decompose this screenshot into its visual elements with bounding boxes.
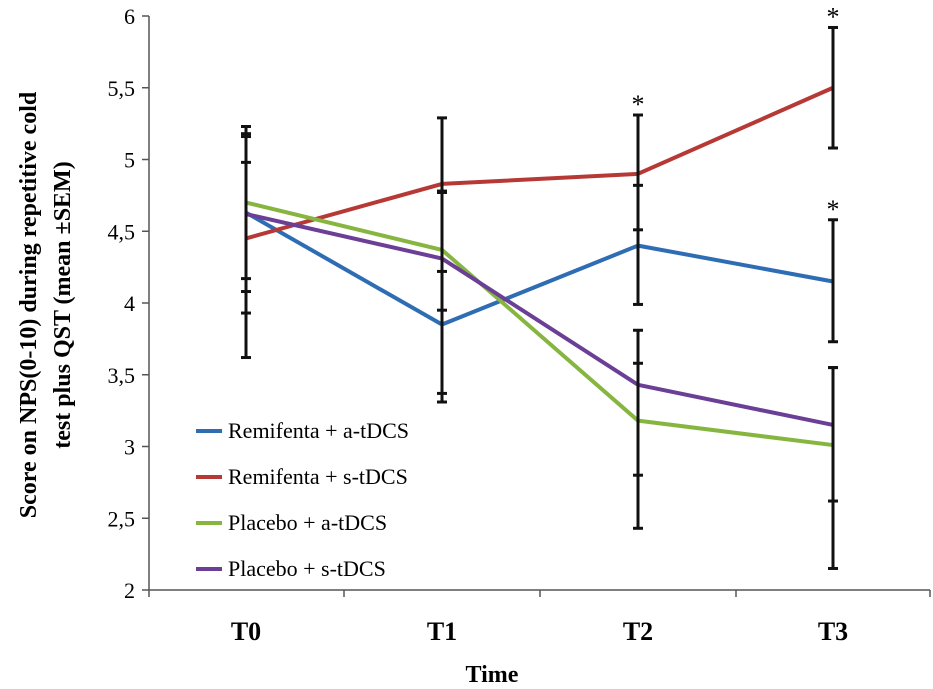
x-tick-label: T3: [818, 617, 848, 646]
y-tick-label: 2,5: [108, 506, 136, 531]
significance-marker: *: [632, 90, 645, 119]
y-tick-label: 4,5: [108, 219, 136, 244]
axes-group: [148, 16, 930, 591]
y-tick-label: 5,5: [108, 76, 136, 101]
series-line: [245, 200, 834, 448]
significance-marker: *: [827, 195, 840, 224]
series-line: [245, 210, 834, 327]
legend-label: Remifenta + a-tDCS: [228, 418, 409, 443]
y-tick-label: 3,5: [108, 363, 136, 388]
series-line: [245, 85, 834, 241]
errorbars-group: [241, 25, 838, 570]
annotations-group: * * *: [632, 2, 840, 223]
x-tick-label: T1: [427, 617, 457, 646]
y-tick-label: 3: [124, 435, 135, 460]
series-line: [245, 212, 834, 427]
x-axis-title: Time: [466, 662, 519, 688]
y-tick-label: 5: [124, 148, 135, 173]
ticks-group: 2 2,5 3 3,5 4 4,5 5 5,5 6 T0 T1 T2 T3: [108, 4, 931, 646]
series-group: [245, 85, 834, 448]
x-tick-label: T0: [231, 617, 261, 646]
legend-label: Placebo + s-tDCS: [228, 556, 386, 581]
x-tick-label: T2: [623, 617, 653, 646]
legend: Remifenta + a-tDCS Remifenta + s-tDCS Plac…: [196, 418, 409, 581]
y-tick-label: 6: [124, 4, 135, 29]
significance-marker: *: [827, 2, 840, 31]
y-tick-label: 2: [124, 578, 135, 603]
y-tick-label: 4: [124, 291, 135, 316]
y-axis-title-line-1: Score on NPS(0-10) during repetitive col…: [16, 91, 42, 518]
y-axis-title-line-2: test plus QST (mean ±SEM): [50, 161, 76, 448]
legend-label: Remifenta + s-tDCS: [228, 464, 408, 489]
legend-label: Placebo + a-tDCS: [228, 510, 387, 535]
